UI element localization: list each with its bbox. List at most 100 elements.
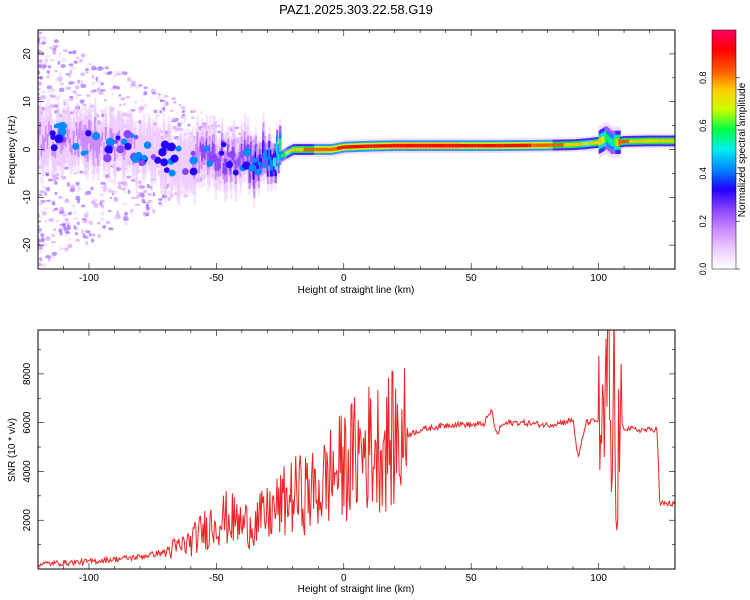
spectrogram-ridge-cell <box>187 152 190 168</box>
spectrogram-ridge-cell <box>574 142 577 147</box>
spectrogram-ridge-cell <box>445 143 449 148</box>
spectrogram-blob <box>163 167 170 173</box>
spectrogram-noise-cell <box>87 62 92 66</box>
spectrogram-ridge-cell <box>662 139 666 143</box>
spectrogram-noise-cell <box>38 41 42 45</box>
spectrogram-ridge-cell <box>337 146 340 150</box>
spectrogram-noise-cell <box>41 41 47 46</box>
spectrogram-noise-cell <box>73 217 80 221</box>
spectrogram-ridge-cell <box>491 143 494 148</box>
spectrogram-noise-cell <box>65 86 72 91</box>
spectrogram-ridge-cell <box>260 158 264 167</box>
spectrogram-noise-cell <box>68 63 74 67</box>
spectrogram-ridge-cell <box>485 143 488 148</box>
spectrogram-ridge-cell <box>265 154 268 164</box>
spectrogram-ridge-cell <box>517 143 520 148</box>
spectrogram-noise-cell <box>215 119 219 123</box>
spectrogram-noise-cell <box>74 85 80 90</box>
spectrogram-noise-cell <box>73 60 79 64</box>
spectrogram-ridge-cell <box>652 139 655 143</box>
spectrogram-ridge-cell <box>542 143 545 147</box>
spectrogram-noise-cell <box>180 120 186 124</box>
spectrogram-ridge-cell <box>632 139 635 143</box>
spectrogram-ridge-cell <box>633 139 637 143</box>
spectrogram-ridge-cell <box>526 143 530 148</box>
spectrogram-noise-cell <box>85 229 91 234</box>
spectrogram-noise-cell <box>108 70 113 74</box>
spectrogram-ridge-cell <box>512 143 516 148</box>
spectrogram-ridge-cell <box>598 138 601 146</box>
spectrogram-ridge-cell <box>412 143 415 148</box>
spectrogram-ridge-cell <box>357 144 360 149</box>
spectrogram-noise-cell <box>40 209 44 213</box>
spectrogram-ridge-cell <box>196 139 199 155</box>
spectrogram-noise-cell <box>72 211 78 215</box>
spectrogram-ridge-cell <box>253 162 256 180</box>
spectrogram-noise-cell <box>134 84 140 90</box>
spectrogram-ridge-cell <box>665 139 669 143</box>
spectrogram-noise-cell <box>80 53 86 58</box>
spectrogram-ridge-cell <box>236 159 239 168</box>
spectrogram-ridge-cell <box>389 144 392 148</box>
spectrogram-noise-cell <box>109 196 113 199</box>
spectrogram-ridge-cell <box>98 137 102 149</box>
spectrogram-ridge-cell <box>425 143 429 148</box>
spectrogram-ridge-cell <box>198 153 201 167</box>
spectrogram-ridge-cell <box>499 143 502 148</box>
spectrogram-noise-cell <box>47 257 51 262</box>
spectrogram-noise-cell <box>67 243 73 249</box>
spectrogram-ridge-cell <box>97 146 100 160</box>
spectrogram-noise-cell <box>59 82 64 85</box>
spectrogram-noise-cell <box>100 108 106 114</box>
spectrogram-ridge-cell <box>603 135 606 143</box>
spectrogram-ridge-cell <box>610 138 614 147</box>
snr-x-tick-label: 0 <box>341 573 347 584</box>
spectrogram-ridge-cell <box>326 147 329 152</box>
spectrogram-ridge-cell <box>321 147 325 152</box>
spectrogram-ridge-cell <box>571 143 574 147</box>
spectrogram-noise-cell <box>112 85 118 90</box>
spectrogram-ridge-cell <box>431 143 435 148</box>
spectrogram-noise-cell <box>100 217 105 222</box>
spectrogram-ridge-cell <box>396 143 400 148</box>
spectrogram-noise-cell <box>95 76 99 82</box>
spectrogram-noise-cell <box>62 49 69 53</box>
spectrogram-ridge-cell <box>123 145 126 161</box>
spectrogram-blob <box>232 169 239 176</box>
spectrogram-ridge-cell <box>581 142 585 146</box>
spectrogram-ridge-cell <box>590 141 594 145</box>
spectrogram-noise-cell <box>199 111 204 114</box>
spectrogram-ridge-cell <box>450 143 453 148</box>
spectrogram-noise-cell <box>157 197 163 201</box>
spectrogram-ridge-cell <box>408 143 412 148</box>
spectrogram-noise-cell <box>75 195 81 201</box>
spectrogram-noise-cell <box>49 57 56 63</box>
spectrogram-ridge-cell <box>130 132 134 146</box>
spectrogram-noise-cell <box>147 199 153 203</box>
spectrogram-noise-cell <box>67 237 72 241</box>
spectrogram-ridge-cell <box>448 143 452 148</box>
spectrogram-noise-cell <box>138 84 143 87</box>
spectrogram-noise-cell <box>178 103 182 107</box>
spectrogram-ridge-cell <box>234 160 238 177</box>
spectrogram-ridge-cell <box>324 147 328 152</box>
spectrogram-ridge-cell <box>441 143 444 148</box>
spectrogram-ridge-cell <box>329 147 332 152</box>
spectrogram-noise-cell <box>38 70 41 75</box>
spectrogram-ridge-cell <box>327 147 331 152</box>
spectrogram-ridge-cell <box>184 155 187 173</box>
spectrogram-blob <box>103 154 112 163</box>
spectrogram-ridge-cell <box>442 143 446 148</box>
spectrogram-ridge-cell <box>340 145 343 150</box>
spectrogram-ridge-cell <box>285 151 288 156</box>
spectrogram-noise-cell <box>118 103 122 107</box>
snr-x-tick-label: 100 <box>590 573 607 584</box>
spectrogram-noise-cell <box>40 94 47 100</box>
spectrogram-noise-cell <box>153 109 158 114</box>
spectrogram-blob <box>150 154 157 160</box>
spectrogram-ridge-cell <box>300 147 303 152</box>
spectrogram-ridge-cell <box>312 147 316 152</box>
spectrogram-ridge-cell <box>624 139 627 144</box>
spectrogram-ridge-cell <box>89 128 92 145</box>
